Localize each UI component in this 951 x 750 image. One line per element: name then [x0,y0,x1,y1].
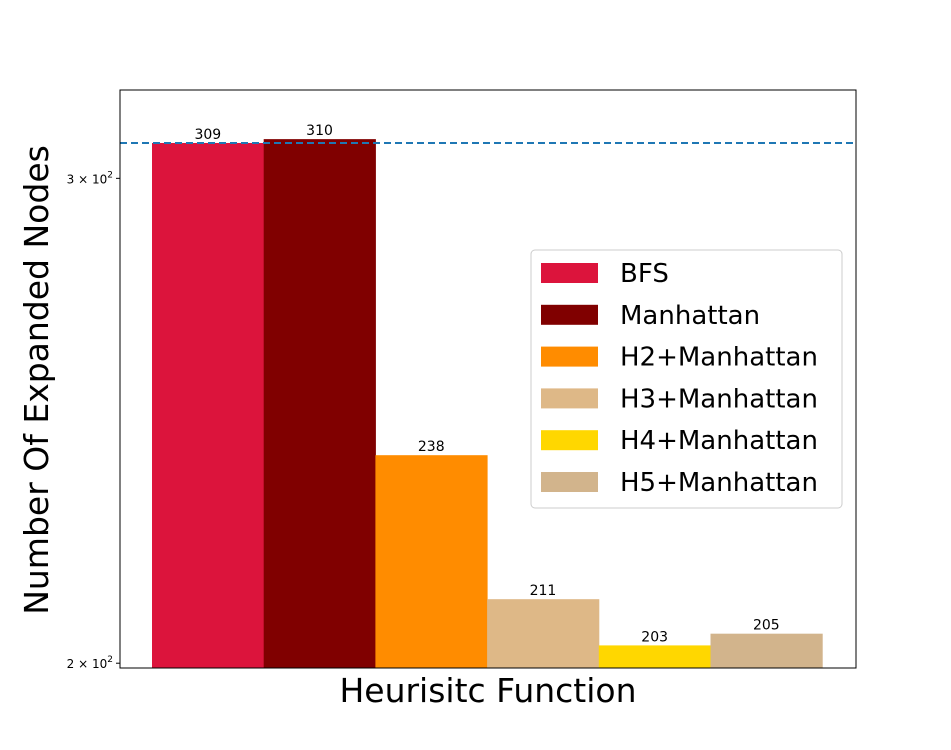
bar-value-label: 238 [418,439,445,455]
legend-label: H4+Manhattan [620,426,818,456]
bar-manhattan [263,139,376,668]
bar-labels-group: 309 310 238 211 203 205 [194,123,779,645]
legend-item: H4+Manhattan [541,426,818,456]
bar-bfs [152,142,265,669]
y-axis-label: Number Of Expanded Nodes [17,145,56,615]
legend-swatch [541,472,598,492]
legend-label: H2+Manhattan [620,343,818,373]
legend: BFS Manhattan H2+Manhattan H3+Manhattan H4+M… [530,249,843,509]
bar-value-label: 211 [530,583,557,599]
bar-value-label: 203 [641,629,668,645]
bar-h4-manhattan [598,645,711,668]
bar-value-label: 205 [753,618,780,634]
y-axis-ticks: 2 × 102 3 × 102 [67,170,120,671]
legend-label: H3+Manhattan [620,384,818,414]
bars-group [152,139,823,669]
legend-label: H5+Manhattan [620,468,818,498]
legend-item: Manhattan [541,301,760,331]
legend-swatch [541,346,598,367]
y-tick-label: 2 × 102 [67,655,113,671]
bar-h2-manhattan [375,455,488,668]
bar-value-label: 309 [194,127,221,143]
plot-area-frame [119,89,857,669]
legend-item: H3+Manhattan [541,384,818,414]
legend-item: BFS [541,259,669,289]
legend-swatch [541,430,598,451]
legend-label: Manhattan [620,301,760,331]
bar-h3-manhattan [487,599,600,668]
legend-swatch [541,388,598,409]
legend-frame [530,249,843,509]
y-tick-label: 3 × 102 [67,170,113,186]
legend-swatch [541,304,598,325]
legend-swatch [541,263,598,283]
bar-value-label: 310 [306,123,333,139]
x-axis-label: Heurisitc Function [339,671,636,710]
legend-item: H2+Manhattan [541,343,818,373]
legend-label: BFS [620,259,669,289]
legend-item: H5+Manhattan [541,468,818,498]
bar-h5-manhattan [710,633,823,668]
